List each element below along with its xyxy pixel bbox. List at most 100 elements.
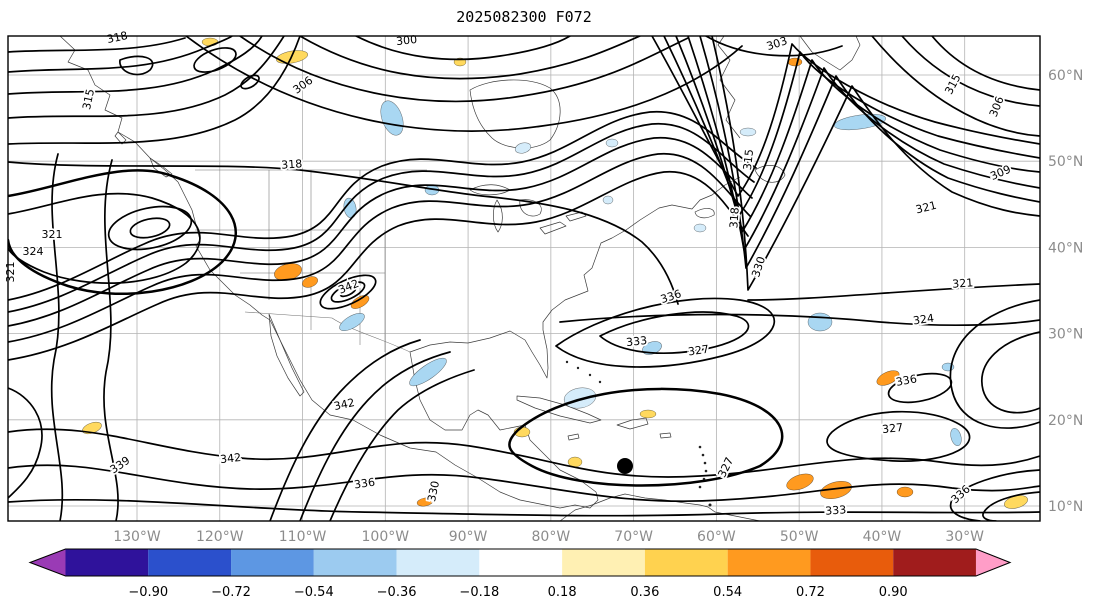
colorbar-tick-label: 0.36 xyxy=(630,585,659,600)
contour-line xyxy=(687,36,1040,251)
contour-line xyxy=(8,169,238,295)
contour-line xyxy=(8,136,753,327)
contour-line xyxy=(826,410,971,462)
colorbar-segment xyxy=(562,549,645,576)
coastline xyxy=(493,199,503,233)
contour-label: 315 xyxy=(80,88,97,111)
contour-label: 321 xyxy=(952,276,974,290)
contour-line xyxy=(699,36,1040,269)
colorbar-segment xyxy=(727,549,811,576)
island-dot xyxy=(708,503,712,507)
colorbar-extend-left xyxy=(30,549,66,576)
coastline xyxy=(469,79,561,149)
longitude-label: 40°W xyxy=(863,529,902,545)
coastline xyxy=(559,493,761,521)
contour-line xyxy=(299,36,641,80)
island-dot xyxy=(698,445,702,449)
colorbar-tick-labels: −0.90 −0.72 −0.54 −0.36 −0.18 0.18 0.36 0.54 0.7… xyxy=(128,585,907,600)
colorbar-tick-label: 0.18 xyxy=(548,585,577,600)
coastline xyxy=(268,313,305,397)
contour-line xyxy=(8,36,285,119)
contour-line xyxy=(8,153,751,343)
island-dot xyxy=(701,453,705,457)
coastline xyxy=(565,211,587,222)
contour-line xyxy=(887,372,953,404)
latitude-label: 30°N xyxy=(1048,327,1083,343)
island-dot xyxy=(598,380,602,384)
contour-line xyxy=(50,153,64,521)
contour-label: 321 xyxy=(42,228,63,241)
coastline xyxy=(754,165,786,183)
shading-patch xyxy=(833,113,887,131)
colorbar-segment xyxy=(479,549,563,576)
colorbar-segment xyxy=(893,549,976,576)
contour-label: 336 xyxy=(895,372,918,388)
longitude-label: 80°W xyxy=(532,529,571,545)
coastline xyxy=(519,199,542,217)
shading-patch xyxy=(302,276,318,288)
shading-patch xyxy=(786,473,814,491)
contour-line xyxy=(185,36,743,132)
coastlines xyxy=(59,36,861,521)
coastline xyxy=(616,417,649,430)
contour-label: 333 xyxy=(825,503,847,517)
contour-label: 315 xyxy=(741,149,756,171)
contour-line xyxy=(8,428,1040,478)
longitude-label: 50°W xyxy=(780,529,819,545)
coastline xyxy=(694,208,715,219)
shading-patch xyxy=(876,370,900,386)
contour-line xyxy=(651,36,1040,197)
contour-line xyxy=(8,122,755,313)
coastline xyxy=(409,176,741,493)
contour-label: 303 xyxy=(765,34,789,53)
island-dot xyxy=(704,469,708,473)
contour-line xyxy=(329,369,475,521)
longitude-label: 90°W xyxy=(449,529,488,545)
island-dot xyxy=(565,360,569,364)
contour-line xyxy=(339,286,357,298)
contour-line xyxy=(8,36,301,145)
contour-label: 321 xyxy=(914,199,938,217)
contour-label: 315 xyxy=(942,72,963,97)
colorbar-segment xyxy=(148,549,232,576)
contour-line xyxy=(269,339,421,521)
longitude-label: 130°W xyxy=(113,529,161,545)
map-border xyxy=(7,35,1041,522)
x-axis-labels: 130°W 120°W 110°W 100°W 90°W 80°W 70°W 60°W 50°W… xyxy=(113,529,984,545)
coastline xyxy=(659,432,672,439)
contour-label: 324 xyxy=(23,245,44,258)
shading-patch xyxy=(350,295,370,309)
longitude-label: 110°W xyxy=(279,529,327,545)
contour-line xyxy=(239,36,689,103)
chart-title: 2025082300 F072 xyxy=(456,8,591,26)
contour-line xyxy=(299,351,451,521)
contour-line xyxy=(355,36,571,61)
contour-line xyxy=(949,469,1040,521)
contour-line xyxy=(711,36,1040,291)
shading-patch xyxy=(563,387,597,409)
contour-label: 327 xyxy=(687,343,710,359)
colorbar-segment xyxy=(313,549,397,576)
grid-lines xyxy=(8,36,1040,521)
contour-line xyxy=(931,36,1040,91)
coastline xyxy=(717,36,741,139)
colorbar-outline xyxy=(28,548,1012,577)
storm-marker xyxy=(617,458,633,474)
longitude-label: 30°W xyxy=(945,529,984,545)
island-dot xyxy=(703,461,707,465)
colorbar-segment xyxy=(396,549,480,576)
shading-patch xyxy=(201,37,219,47)
colorbar-extend-right xyxy=(975,549,1010,576)
shading-patches xyxy=(82,37,1028,509)
colorbar-tick-label: −0.18 xyxy=(459,585,499,600)
colorbar-tick-label: −0.72 xyxy=(211,585,251,600)
contour-line xyxy=(663,36,1040,215)
latitude-label: 40°N xyxy=(1048,240,1083,256)
contour-line xyxy=(747,283,1040,301)
contour-line xyxy=(981,331,1040,414)
shading-patch xyxy=(950,427,962,447)
contour-line xyxy=(599,311,750,355)
